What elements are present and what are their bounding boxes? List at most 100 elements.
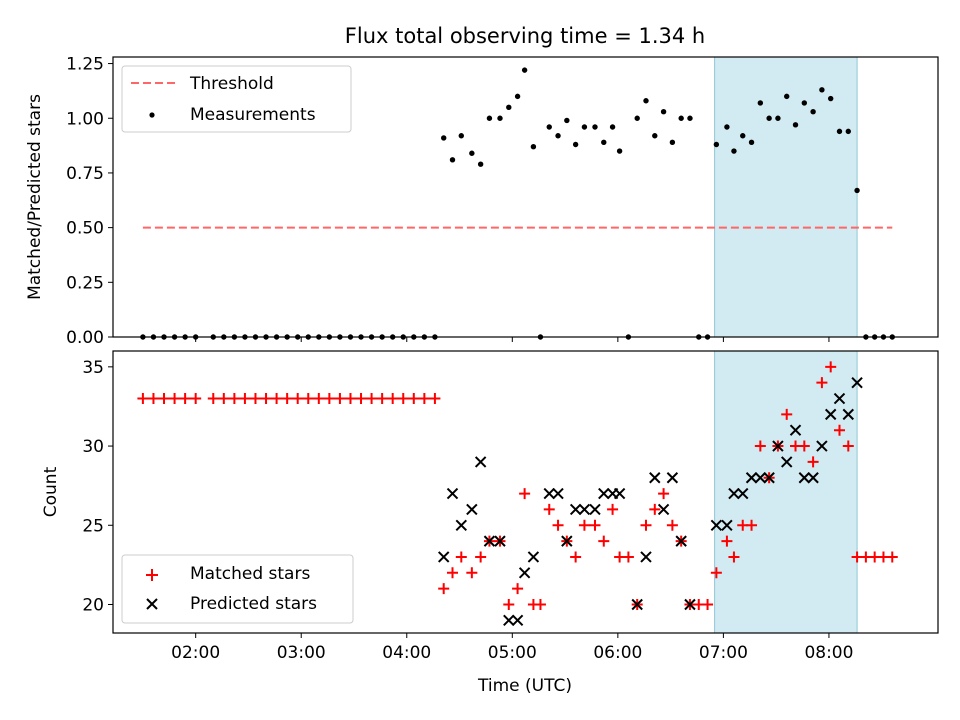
measurement-point [810,108,816,115]
matched-star-point [376,393,388,405]
predicted-star-point [640,551,652,563]
bottom-y-tick-label: 25 [82,516,104,536]
bottom-x-tick-label: 07:00 [699,643,748,663]
predicted-star-point [728,487,740,500]
matched-star-point [397,393,409,405]
bottom-x-tick-label: 02:00 [171,643,220,663]
matched-star-point [355,393,367,405]
matched-star-point [475,551,487,563]
measurement-point [669,139,676,146]
matched-star-point [807,456,819,468]
measurement-point [530,143,537,150]
measurement-point [572,141,579,148]
measurement-point [678,115,684,121]
matched-star-point [710,567,722,579]
matched-star-point [833,424,845,436]
bottom-y-tick-label: 20 [82,595,104,615]
measurement-point [740,133,746,139]
legend-matched-label: Matched stars [190,564,310,584]
measurement-point [581,124,588,130]
predicted-star-point [511,614,524,627]
predicted-star-point [789,424,802,436]
measurement-point [634,115,640,121]
matched-star-point [746,519,758,531]
measurement-point [441,135,447,141]
matched-star-point [721,535,733,547]
measurement-point [564,117,570,124]
matched-star-point [158,393,170,405]
predicted-star-point [816,440,828,452]
matched-star-point [387,393,399,405]
matched-star-point [218,393,230,405]
top-y-axis-label: Matched/Predicted stars [25,94,45,300]
predicted-star-point [745,472,758,484]
top-y-tick-label: 1.00 [66,109,104,129]
predicted-star-point [807,472,819,484]
predicted-star-point [781,456,793,468]
measurement-point [757,100,764,106]
measurement-point [836,128,843,135]
top-legend-box [121,65,352,133]
measurement-point [546,124,552,130]
bottom-y-tick-label: 35 [82,358,104,378]
matched-star-point [260,393,272,405]
matched-star-point [666,519,678,531]
matched-star-point [408,393,420,405]
matched-star-point [281,393,293,405]
predicted-star-point [518,567,531,579]
measurement-point [506,104,512,111]
matched-star-point [649,503,661,515]
bottom-plot-marks [137,361,898,627]
matched-star-point [825,361,837,373]
matched-star-point [429,393,441,405]
bottom-axes-ticks: 20 25 30 35 02:00 03:00 04:00 05:00 06:00 07:00 08… [82,358,853,663]
matched-star-point [754,440,766,452]
predicted-star-point [798,472,811,484]
measurement-point [555,133,561,139]
predicted-star-point [851,376,863,389]
predicted-star-point [649,472,661,484]
legend-measurements-swatch [149,112,155,118]
top-panel: 0.00 0.25 0.50 0.75 1.00 1.25 Matched/Predict… [25,55,939,348]
matched-star-point [503,598,515,610]
matched-star-point [640,519,652,531]
x-axis-label: Time (UTC) [477,676,572,696]
measurement-point [521,67,528,73]
predicted-star-point [494,535,506,547]
measurement-point [477,161,484,167]
predicted-star-point [437,551,450,563]
top-y-tick-label: 0.25 [66,273,104,293]
predicted-star-point [561,535,573,547]
predicted-star-point [455,519,468,531]
predicted-star-point [569,503,582,516]
legend-measurements-label: Measurements [190,105,316,125]
bottom-x-tick-label: 05:00 [488,643,537,663]
measurement-point [616,148,623,154]
predicted-star-point [483,535,496,547]
measurement-point [609,124,616,130]
predicted-star-point [710,519,723,531]
predicted-star-point [763,472,775,484]
predicted-star-point [824,408,837,421]
matched-star-point [334,393,346,405]
predicted-star-point [666,472,679,484]
predicted-star-point [578,503,591,516]
measurement-point [592,124,598,130]
matched-star-point [781,408,793,420]
measurement-point [845,128,851,135]
matched-star-point [418,393,430,405]
matched-star-point [658,488,670,500]
bottom-y-axis-label: Count [41,466,61,517]
top-axes-ticks: 0.00 0.25 0.50 0.75 1.00 1.25 [66,55,830,348]
matched-star-point [137,393,149,405]
matched-star-point [519,488,531,500]
bottom-axes-frame [112,350,939,634]
matched-star-point [570,551,582,563]
measurement-point [497,115,503,121]
predicted-star-point [589,503,601,516]
legend-predicted-swatch [146,598,158,610]
measurement-point [792,122,799,128]
matched-star-point [207,393,219,405]
predicted-star-point [466,503,478,516]
matched-star-point [598,535,610,547]
